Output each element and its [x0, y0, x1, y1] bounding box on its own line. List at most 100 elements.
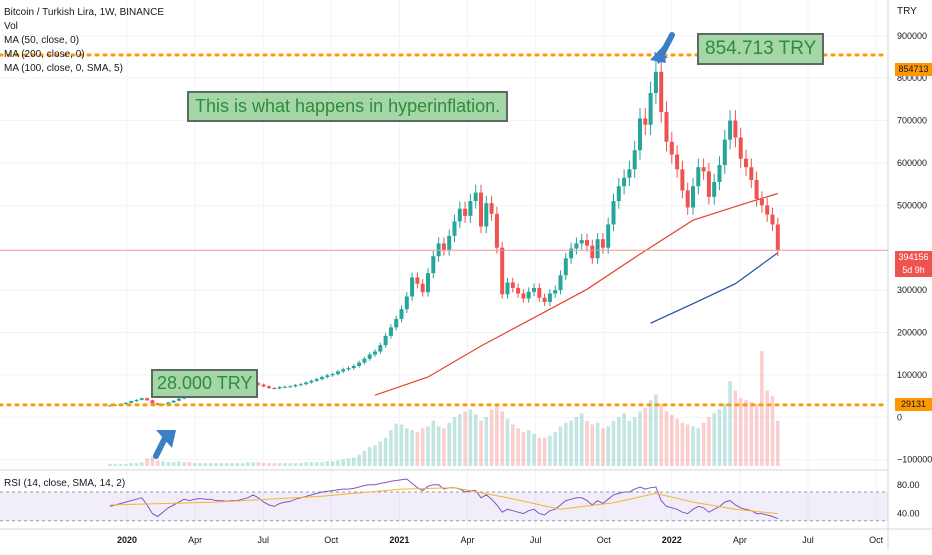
- candle: [314, 377, 319, 383]
- volume-bar: [765, 390, 769, 466]
- legend-ma200[interactable]: MA (200, close, 0): [4, 49, 85, 60]
- volume-bar: [468, 409, 473, 466]
- rsi-line: [109, 478, 778, 520]
- candle-body: [611, 201, 616, 225]
- volume-bar: [495, 404, 499, 466]
- candle: [415, 272, 420, 289]
- volume-bar: [283, 463, 287, 466]
- volume-bar: [579, 413, 584, 466]
- candle-body: [383, 335, 388, 346]
- rsi-ma-line: [109, 487, 778, 515]
- volume-bar: [230, 463, 234, 466]
- time-tick-label: Jul: [802, 535, 814, 545]
- legend-ma100[interactable]: MA (100, close, 0, SMA, 5): [4, 63, 123, 74]
- candle: [335, 369, 340, 376]
- volume-bar: [728, 381, 732, 466]
- volume-bar: [638, 411, 642, 466]
- symbol-title[interactable]: Bitcoin / Turkish Lira, 1W, BINANCE: [4, 7, 165, 18]
- candle: [574, 237, 579, 255]
- candle-body: [378, 345, 383, 352]
- volume-bar: [118, 464, 123, 466]
- volume-bar: [521, 432, 526, 466]
- candle-body: [706, 171, 711, 197]
- volume-bar: [367, 447, 372, 466]
- volume-bar: [373, 445, 377, 466]
- candle: [680, 160, 685, 199]
- annotation-high[interactable]: 854.713 TRY: [697, 33, 825, 65]
- candle-body: [457, 208, 462, 222]
- volume-bar: [770, 396, 775, 466]
- volume-bar: [182, 462, 186, 466]
- candle-body: [712, 182, 717, 197]
- candle: [367, 352, 372, 361]
- candle-body: [563, 258, 568, 276]
- volume-bar: [124, 464, 128, 466]
- volume-bar: [129, 463, 133, 466]
- candle: [261, 383, 266, 388]
- volume-bar: [336, 460, 340, 466]
- candle: [404, 292, 409, 313]
- candle-body: [558, 275, 563, 291]
- candle-body: [415, 277, 420, 284]
- volume-bar: [505, 418, 510, 466]
- volume-bar: [235, 463, 239, 466]
- candle-body: [653, 71, 658, 94]
- volume-bar: [569, 420, 573, 466]
- candle-body: [600, 239, 605, 248]
- price-tick-label: −100000: [897, 455, 932, 465]
- volume-bar: [537, 437, 542, 466]
- volume-bar: [420, 428, 425, 466]
- annotation-low[interactable]: 28.000 TRY: [151, 369, 259, 398]
- price-tick-label: 500000: [897, 200, 927, 210]
- volume-bar: [542, 437, 547, 466]
- candle: [569, 242, 574, 264]
- candle: [436, 237, 441, 262]
- volume-bar: [452, 416, 457, 466]
- candle: [706, 162, 711, 205]
- candle: [447, 229, 452, 256]
- volume-bar: [590, 424, 595, 466]
- candle: [272, 386, 277, 390]
- volume-bar: [224, 463, 229, 466]
- volume-bar: [357, 454, 361, 466]
- volume-bar: [256, 462, 261, 466]
- volume-bar: [760, 351, 764, 466]
- candle-body: [553, 290, 558, 294]
- volume-bar: [526, 430, 531, 466]
- volume-bar: [558, 426, 563, 466]
- moving-averages: [374, 192, 779, 396]
- annotation-hyperinflation[interactable]: This is what happens in hyperinflation.: [187, 91, 509, 122]
- candle-body: [547, 293, 552, 302]
- volume-bar: [272, 463, 277, 466]
- legend-rsi[interactable]: RSI (14, close, SMA, 14, 2): [4, 478, 126, 489]
- candle-body: [320, 376, 324, 380]
- legend-volume[interactable]: Vol: [4, 21, 18, 32]
- candle: [643, 107, 648, 136]
- candle-body: [717, 165, 722, 183]
- price-tick-label: 800000: [897, 73, 927, 83]
- candle-body: [298, 384, 303, 386]
- volume-bar: [595, 422, 600, 466]
- legend-ma50[interactable]: MA (50, close, 0): [4, 35, 80, 46]
- volume-bar: [415, 432, 420, 466]
- candle-body: [521, 293, 526, 299]
- price-levels: [0, 53, 890, 407]
- volume-bar: [166, 462, 171, 466]
- candle-body: [410, 277, 415, 297]
- candle: [277, 386, 282, 390]
- candle: [510, 277, 515, 293]
- candle: [558, 270, 563, 295]
- candle-body: [176, 398, 181, 401]
- volume-bar: [479, 420, 483, 466]
- volume-bar: [553, 432, 557, 466]
- volume-bar: [320, 462, 324, 466]
- candle-body: [585, 240, 589, 246]
- time-tick-label: 2020: [117, 535, 137, 545]
- candle-body: [171, 400, 176, 403]
- price-tick-label: 900000: [897, 31, 927, 41]
- candle-body: [431, 256, 436, 274]
- candle: [696, 158, 701, 195]
- candle: [298, 383, 303, 387]
